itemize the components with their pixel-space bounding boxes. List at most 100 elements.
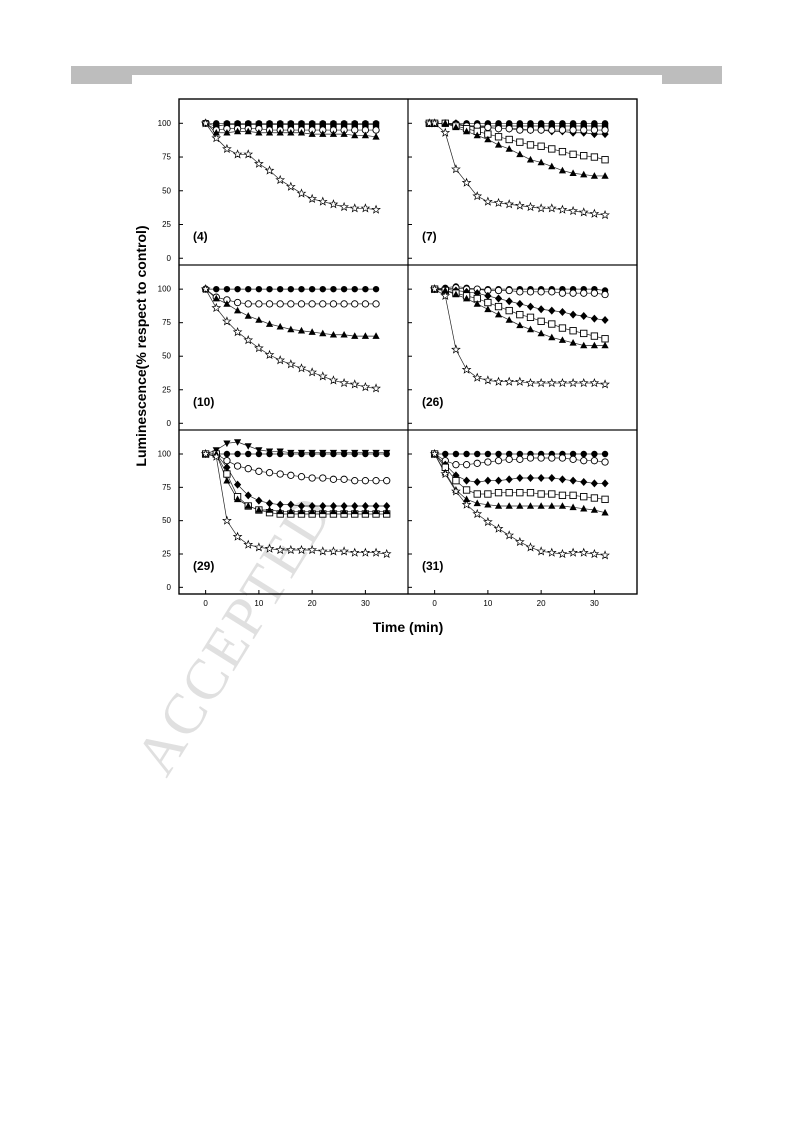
data-point [580,311,588,320]
data-point [276,300,284,308]
data-point [372,507,380,515]
data-point [558,491,567,499]
data-point [265,300,274,308]
data-point [383,502,391,510]
data-point [429,118,440,128]
data-point [569,491,577,499]
data-point [340,502,348,510]
data-point [601,495,609,503]
data-point [536,546,546,556]
data-point [484,305,492,313]
data-point [451,344,461,354]
data-point [244,502,252,509]
data-point [245,450,252,458]
data-point [526,502,535,509]
data-point [569,310,577,319]
data-point [361,507,369,515]
data-point [516,321,524,329]
data-point [200,448,211,459]
data-point [351,285,358,293]
data-point [244,312,252,319]
data-point [537,288,545,296]
data-point [298,121,305,128]
data-point [505,502,513,509]
data-point [245,285,252,293]
data-point [223,450,231,458]
data-point [600,379,610,389]
data-point [287,500,295,509]
data-point [360,203,371,213]
data-point [505,316,513,323]
data-point [484,298,492,307]
panel-label: (10) [193,395,214,409]
data-point [234,285,241,293]
data-point [255,467,263,475]
data-point [516,299,524,308]
data-point [591,450,598,458]
data-point [516,489,524,497]
data-point [601,458,609,466]
data-point [351,300,359,308]
data-point [441,286,449,294]
data-point [307,193,317,203]
data-point [526,155,535,163]
data-point [580,450,587,458]
data-point [223,128,231,136]
data-point [371,547,381,557]
data-point [243,335,254,345]
data-point [287,325,295,333]
data-point [569,126,577,134]
data-point [527,122,534,130]
data-point [590,494,599,502]
data-point [340,121,348,128]
data-point [505,489,513,497]
data-point [548,333,556,341]
data-point [525,201,536,212]
data-point [601,122,609,130]
data-point [307,544,317,555]
data-point [223,440,231,448]
data-point [537,474,545,482]
panel: 0 25 50 75 100 (4) [158,98,409,266]
data-point [287,449,295,457]
data-point [494,141,503,148]
y-tick-label: 100 [158,119,172,128]
panel-label: (26) [422,395,443,409]
data-point [351,477,359,485]
data-point [483,375,493,385]
data-point [505,145,513,152]
data-point [264,543,275,553]
panel-label: (29) [193,559,214,573]
data-point [559,122,566,130]
panel: (26) [407,264,638,431]
data-point [494,302,503,311]
data-point [351,121,358,128]
data-point [548,454,556,462]
data-point [557,548,568,559]
data-point [340,507,348,515]
data-point [580,122,587,130]
data-point [474,450,481,458]
data-point [484,135,492,143]
data-point [505,135,513,144]
data-point [578,547,589,557]
data-point [578,207,589,217]
data-point [297,449,306,457]
x-tick-label: 10 [254,599,263,608]
data-point [494,286,503,295]
data-point [319,474,327,482]
data-point [590,457,599,465]
data-point [568,205,578,216]
data-point [558,289,567,297]
data-point [244,443,252,450]
data-point [452,290,460,298]
data-point [601,508,609,516]
data-point [349,203,360,213]
data-point [537,502,545,509]
x-tick-label: 30 [590,599,599,608]
x-tick-label: 10 [483,599,492,608]
data-point [285,544,296,555]
data-point [537,305,545,314]
data-point [255,300,263,308]
data-point [558,336,567,343]
